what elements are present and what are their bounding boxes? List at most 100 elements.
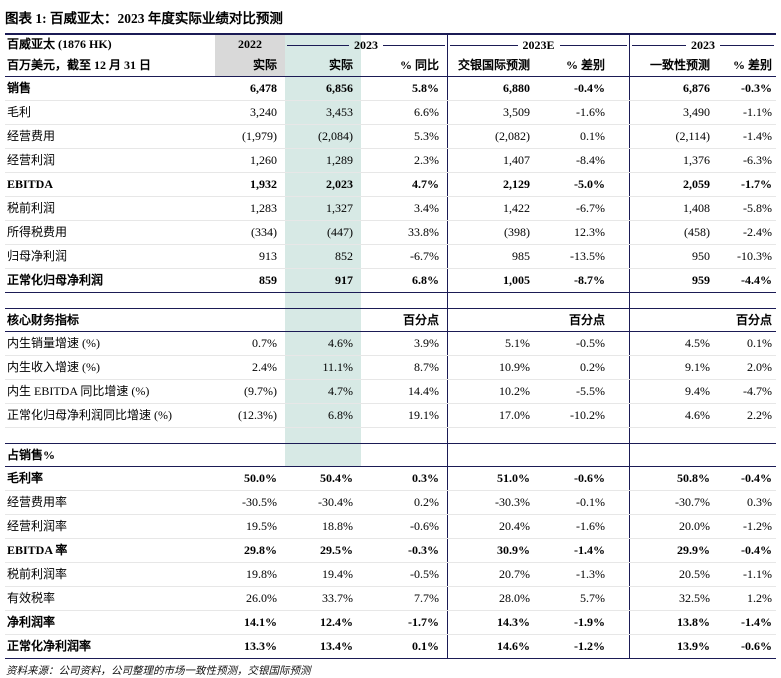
- value-cell: -8.7%: [538, 269, 630, 292]
- value-cell: 20.5%: [679, 567, 710, 581]
- value-cell: -30.7%: [675, 495, 710, 509]
- value-cell: 0.2%: [361, 491, 448, 514]
- value-cell: 9.1%: [685, 360, 710, 374]
- data-row: 经营费用 (1,979) (2,084) 5.3% (2,082) 0.1% (2,114)…: [5, 125, 776, 149]
- value-cell: 3,490: [683, 105, 710, 119]
- row-label: 占销售%: [7, 448, 56, 462]
- value-cell: -13.5%: [538, 245, 630, 268]
- value-cell: [285, 293, 361, 308]
- row-label: 内生收入增速 (%): [7, 360, 100, 374]
- value-cell: -30.5%: [242, 495, 277, 509]
- figure-title: 图表 1: 百威亚太：2023 年度实际业绩对比预测: [5, 11, 283, 26]
- row-label: 毛利率: [7, 471, 44, 485]
- col-header-2022-actual: 实际: [215, 55, 285, 76]
- value-cell: 百分点: [538, 309, 630, 331]
- value-cell: -0.3%: [361, 539, 448, 562]
- value-cell: 0.1%: [747, 336, 772, 350]
- row-label: 税前利润: [7, 201, 56, 215]
- value-cell: (9.7%): [244, 384, 277, 398]
- value-cell: [718, 293, 776, 308]
- spacer-row: [5, 293, 776, 308]
- value-cell: 26.0%: [246, 591, 277, 605]
- value-cell: 14.3%: [497, 615, 530, 629]
- value-cell: [361, 293, 448, 308]
- group-2023e-header: 2023E: [448, 35, 630, 55]
- value-cell: 6.8%: [361, 269, 448, 292]
- value-cell: 29.5%: [320, 543, 353, 557]
- data-row: 归母净利润 913 852 -6.7% 985 -13.5% 950 -10.3%: [5, 245, 776, 269]
- value-cell: [538, 444, 630, 466]
- value-cell: [361, 428, 448, 443]
- value-cell: [215, 309, 285, 331]
- value-cell: 6.8%: [285, 404, 361, 427]
- value-cell: 4.7%: [285, 380, 361, 403]
- value-cell: 1.2%: [747, 591, 772, 605]
- dash-line: [559, 44, 628, 46]
- data-row: 正常化归母净利润 859 917 6.8% 1,005 -8.7% 959 -4.4%: [5, 269, 776, 293]
- value-cell: 28.0%: [499, 591, 530, 605]
- value-cell: -6.7%: [538, 197, 630, 220]
- value-cell: 913: [259, 249, 277, 263]
- row-label: 正常化归母净利润: [7, 273, 104, 287]
- value-cell: 20.7%: [499, 567, 530, 581]
- value-cell: 51.0%: [497, 471, 530, 485]
- value-cell: 985: [512, 249, 530, 263]
- value-cell: 19.5%: [246, 519, 277, 533]
- value-cell: -0.6%: [538, 467, 630, 490]
- value-cell: 12.3%: [538, 221, 630, 244]
- source-note: 资料来源：公司资料，公司整理的市场一致性预测，交银国际预测: [6, 666, 311, 677]
- value-cell: [718, 444, 776, 466]
- value-cell: 20.4%: [499, 519, 530, 533]
- value-cell: 19.1%: [361, 404, 448, 427]
- value-cell: 0.1%: [361, 635, 448, 658]
- value-cell: 6.6%: [361, 101, 448, 124]
- value-cell: 百分点: [361, 309, 448, 331]
- value-cell: 百分点: [735, 313, 772, 327]
- value-cell: [630, 444, 718, 466]
- value-cell: 13.3%: [244, 639, 277, 653]
- value-cell: -5.0%: [538, 173, 630, 196]
- value-cell: 859: [259, 273, 277, 287]
- data-row: 经营费用率 -30.5% -30.4% 0.2% -30.3% -0.1% -30.7% 0.…: [5, 491, 776, 515]
- row-label: EBITDA 率: [7, 543, 68, 557]
- value-cell: 6,876: [683, 81, 710, 95]
- value-cell: 2.0%: [747, 360, 772, 374]
- value-cell: [630, 293, 718, 308]
- column-header-row: 百万美元，截至 12 月 31 日 实际 实际 % 同比 交银国际预测 % 差别…: [5, 55, 776, 77]
- value-cell: (2,114): [675, 129, 710, 143]
- value-cell: 33.7%: [322, 591, 353, 605]
- value-cell: [285, 309, 361, 331]
- row-label: 有效税率: [7, 591, 56, 605]
- data-row: 所得税费用 (334) (447) 33.8% (398) 12.3% (458) -2.4%: [5, 221, 776, 245]
- value-cell: (398): [504, 225, 530, 239]
- value-cell: 1,376: [683, 153, 710, 167]
- value-cell: -1.4%: [743, 129, 772, 143]
- value-cell: -1.6%: [538, 101, 630, 124]
- data-row: 正常化归母净利润同比增速 (%) (12.3%) 6.8% 19.1% 17.0% -10…: [5, 404, 776, 428]
- value-cell: -6.7%: [361, 245, 448, 268]
- data-row: 销售 6,478 6,856 5.8% 6,880 -0.4% 6,876 -0.3%: [5, 77, 776, 101]
- value-cell: 1,005: [503, 273, 530, 287]
- value-cell: 50.4%: [320, 471, 353, 485]
- value-cell: -10.2%: [538, 404, 630, 427]
- value-cell: 10.2%: [499, 384, 530, 398]
- header-group-row: 百威亚太 (1876 HK) 2022 2023 2023E 2023: [5, 35, 776, 55]
- value-cell: [448, 309, 538, 331]
- value-cell: -4.7%: [743, 384, 772, 398]
- data-row: 内生销量增速 (%) 0.7% 4.6% 3.9% 5.1% -0.5% 4.5% 0.1%: [5, 332, 776, 356]
- financial-table: 百威亚太 (1876 HK) 2022 2023 2023E 2023 百万美元…: [5, 33, 776, 659]
- row-label: 经营利润率: [7, 519, 68, 533]
- group-2023-consensus-header: 2023: [630, 35, 776, 55]
- company-name: 百威亚太 (1876 HK): [7, 37, 112, 51]
- row-label: 正常化净利润率: [7, 639, 92, 653]
- value-cell: 2,129: [503, 177, 530, 191]
- value-cell: -0.6%: [361, 515, 448, 538]
- value-cell: 29.8%: [244, 543, 277, 557]
- row-label: [5, 428, 215, 443]
- value-cell: (2,084): [285, 125, 361, 148]
- value-cell: [630, 428, 718, 443]
- value-cell: 14.1%: [244, 615, 277, 629]
- value-cell: 17.0%: [499, 408, 530, 422]
- value-cell: -1.2%: [743, 519, 772, 533]
- value-cell: (447): [285, 221, 361, 244]
